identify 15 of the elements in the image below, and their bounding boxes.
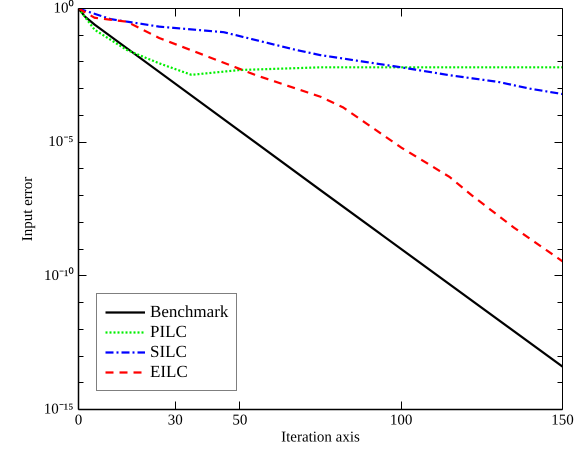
y-tick-label: 10⁻⁵ <box>48 134 74 150</box>
x-tick-label: 100 <box>390 412 412 428</box>
legend-label: EILC <box>150 362 188 382</box>
x-tick-label: 0 <box>74 412 82 428</box>
y-tick-label: 10⁻¹⁰ <box>44 266 74 284</box>
y-tick-label: 10⁰ <box>54 0 74 16</box>
y-tick-label: 10⁻¹⁵ <box>44 402 74 418</box>
legend-label: SILC <box>150 342 187 362</box>
x-tick-label: 50 <box>232 412 248 428</box>
x-tick-label: 30 <box>168 412 183 428</box>
x-tick-label: 150 <box>551 412 574 428</box>
x-axis-title: Iteration axis <box>281 430 360 446</box>
legend-label: PILC <box>150 322 187 342</box>
legend-label: Benchmark <box>150 302 228 322</box>
y-axis-title: Input error <box>20 176 36 242</box>
